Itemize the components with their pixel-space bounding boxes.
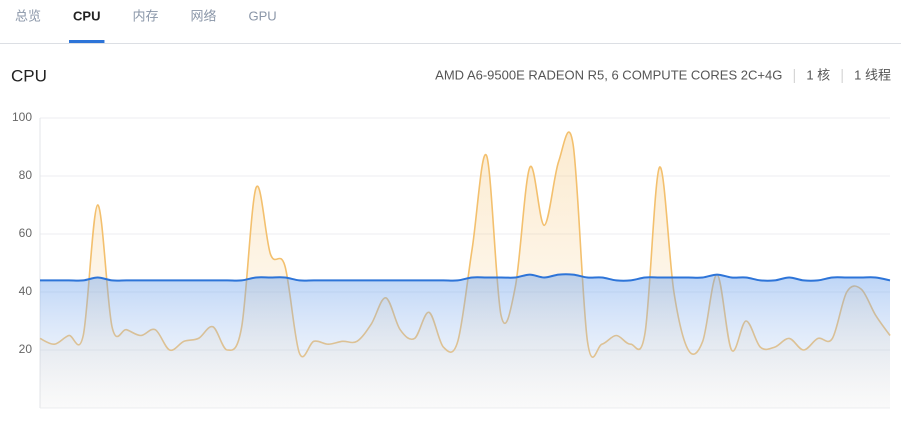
tab[interactable]: 网络 [190,8,216,23]
chart: 20 40 60 80 100 [12,110,891,409]
threads: 1 线程 [854,67,891,82]
y-tick-label: 60 [19,226,33,240]
tab[interactable]: CPU [73,8,100,23]
tab-bar: 总览 CPU 内存 网络 GPU [15,8,277,43]
cpu-model: AMD A6-9500E RADEON R5, 6 COMPUTE CORES … [435,67,782,82]
active-tab-indicator [69,40,105,43]
tab[interactable]: 内存 [132,8,158,23]
y-tick-label: 80 [19,168,33,182]
tab[interactable]: GPU [249,8,277,23]
series-line [39,273,891,282]
y-tick-label: 100 [12,110,32,124]
tab[interactable]: 总览 [15,8,41,23]
section-title: CPU [11,66,47,85]
series-area [40,274,890,408]
y-tick-label: 20 [19,342,33,356]
y-tick-label: 40 [19,284,33,298]
cores: 1 核 [806,67,830,82]
